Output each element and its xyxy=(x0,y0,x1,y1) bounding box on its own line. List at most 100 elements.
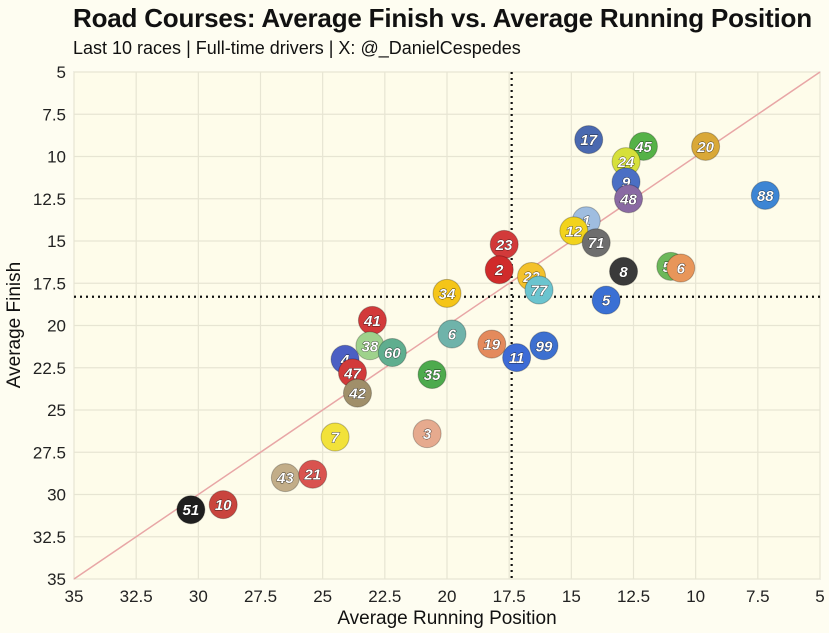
point-marker xyxy=(320,422,350,452)
data-point: 48 xyxy=(614,184,644,214)
data-point: 8 xyxy=(609,256,639,286)
point-label: 43 xyxy=(276,470,294,487)
point-marker xyxy=(208,490,238,520)
data-point: 19 xyxy=(477,329,507,359)
x-tick-label: 22.5 xyxy=(368,587,401,606)
data-point: 11 xyxy=(502,343,532,373)
y-tick-label: 25 xyxy=(47,401,66,420)
x-axis-ticks: 35 32.5 30 27.5 25 22.5 20 17.5 15 12.5 10 7.5 5 xyxy=(65,587,825,606)
point-label: 2 xyxy=(494,262,504,279)
data-point: 21 xyxy=(298,459,328,489)
y-tick-label: 22.5 xyxy=(33,359,66,378)
point-label: 3 xyxy=(423,426,432,443)
point-label: 71 xyxy=(588,235,605,252)
point-marker xyxy=(614,184,644,214)
data-point: 42 xyxy=(342,378,372,408)
x-tick-label: 30 xyxy=(189,587,208,606)
y-tick-label: 10 xyxy=(47,148,66,167)
point-marker xyxy=(524,275,554,305)
y-axis-title: Average Finish xyxy=(4,262,25,388)
x-tick-label: 10 xyxy=(686,587,705,606)
data-point: 41 xyxy=(357,305,387,335)
point-label: 41 xyxy=(363,313,381,330)
point-marker xyxy=(417,360,447,390)
point-marker xyxy=(298,459,328,489)
point-label: 47 xyxy=(343,365,361,382)
point-label: 1 xyxy=(582,213,590,230)
grid-lines xyxy=(73,71,821,580)
point-label: 21 xyxy=(303,467,321,484)
x-axis-title: Average Running Position xyxy=(337,608,556,629)
point-label: 34 xyxy=(439,286,456,303)
point-marker xyxy=(377,338,407,368)
x-tick-label: 15 xyxy=(562,587,581,606)
data-point: 6 xyxy=(437,319,467,349)
data-point: 3 xyxy=(412,419,442,449)
y-tick-label: 5 xyxy=(57,63,66,82)
data-point: 60 xyxy=(377,338,407,368)
data-point: 20 xyxy=(691,131,721,161)
y-tick-label: 30 xyxy=(47,486,66,505)
data-point: 99 xyxy=(529,331,559,361)
data-point: 7 xyxy=(320,422,350,452)
point-marker xyxy=(559,216,589,246)
point-marker xyxy=(591,285,621,315)
x-tick-label: 20 xyxy=(438,587,457,606)
x-tick-label: 12.5 xyxy=(617,587,650,606)
point-marker xyxy=(750,180,780,210)
point-label: 10 xyxy=(215,497,232,514)
data-point: 34 xyxy=(432,278,462,308)
data-point: 24 xyxy=(611,147,641,177)
point-label: 6 xyxy=(677,261,686,278)
y-tick-label: 12.5 xyxy=(33,190,66,209)
point-label: 77 xyxy=(531,283,548,300)
point-label: 8 xyxy=(619,264,628,281)
x-tick-label: 25 xyxy=(313,587,332,606)
point-label: 38 xyxy=(362,338,379,355)
data-point: 38 xyxy=(355,331,385,361)
data-point: 77 xyxy=(524,275,554,305)
point-label: 6 xyxy=(448,326,457,343)
data-point: 71 xyxy=(581,228,611,258)
point-marker xyxy=(529,331,559,361)
x-tick-label: 35 xyxy=(65,587,84,606)
point-marker xyxy=(691,131,721,161)
y-tick-label: 27.5 xyxy=(33,443,66,462)
y-axis-ticks: 5 7.5 10 12.5 15 17.5 20 22.5 25 27.5 30 32.5 35 xyxy=(33,63,66,589)
data-point: 12 xyxy=(559,216,589,246)
point-label: 19 xyxy=(483,337,500,354)
point-marker xyxy=(484,255,514,285)
chart-title: Road Courses: Average Finish vs. Average… xyxy=(73,3,812,33)
point-label: 5 xyxy=(602,293,611,310)
x-tick-label: 5 xyxy=(815,587,824,606)
data-point: 43 xyxy=(270,463,300,493)
point-label: 42 xyxy=(348,386,366,403)
point-marker xyxy=(502,343,532,373)
point-label: 51 xyxy=(183,502,200,519)
point-label: 88 xyxy=(757,188,774,205)
data-point: 35 xyxy=(417,360,447,390)
point-label: 11 xyxy=(509,350,525,367)
x-tick-label: 17.5 xyxy=(493,587,526,606)
data-point: 5 xyxy=(591,285,621,315)
point-marker xyxy=(574,125,604,155)
y-tick-label: 7.5 xyxy=(42,105,66,124)
data-point: 2 xyxy=(484,255,514,285)
data-point: 51 xyxy=(176,495,206,525)
y-tick-label: 15 xyxy=(47,232,66,251)
point-label: 45 xyxy=(634,139,652,156)
point-marker xyxy=(432,278,462,308)
data-point: 6 xyxy=(666,253,696,283)
point-marker xyxy=(342,378,372,408)
point-marker xyxy=(609,256,639,286)
point-label: 9 xyxy=(622,174,631,191)
point-marker xyxy=(437,319,467,349)
point-label: 20 xyxy=(696,139,714,156)
point-marker xyxy=(666,253,696,283)
point-label: 23 xyxy=(495,237,513,254)
point-marker xyxy=(477,329,507,359)
point-label: 12 xyxy=(565,223,582,240)
y-tick-label: 17.5 xyxy=(33,274,66,293)
data-points: 1745202494888112712322277854653441638604… xyxy=(176,125,780,525)
